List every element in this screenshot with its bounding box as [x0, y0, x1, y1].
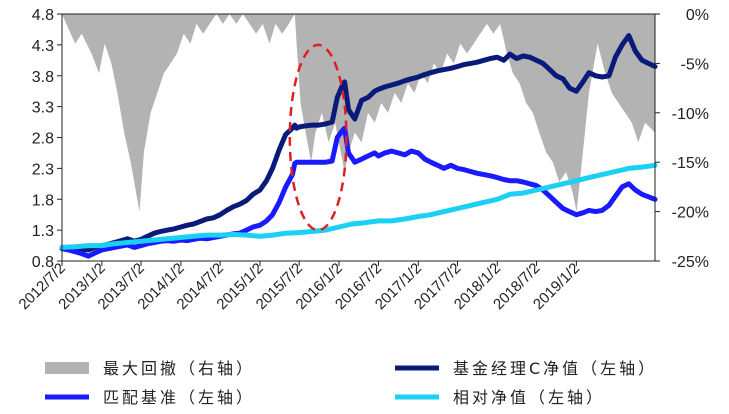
annotation-layer — [288, 43, 348, 232]
y-left-tick-label: 1.3 — [32, 223, 54, 240]
y-left-tick-label: 4.8 — [32, 7, 54, 24]
y-right-tick-label: 0% — [686, 7, 709, 24]
y-left-tick-label: 1.8 — [32, 192, 54, 209]
highlight-dashed-ellipse — [288, 43, 348, 232]
y-left-tick-label: 3.3 — [32, 100, 54, 117]
y-left-tick-label: 2.3 — [32, 161, 54, 178]
y-right-tick-label: -5% — [681, 56, 709, 73]
y-right-tick-label: -15% — [672, 155, 709, 172]
y-left-tick-label: 3.8 — [32, 69, 54, 86]
legend-label: 匹配基准（左轴） — [103, 388, 255, 407]
y-left-tick-label: 2.8 — [32, 131, 54, 148]
legend-label: 基金经理C净值（左轴） — [453, 359, 657, 378]
y-right-tick-label: -25% — [672, 254, 709, 271]
legend-swatch-box — [45, 362, 89, 374]
series-line-1 — [59, 33, 658, 253]
y-left-tick-label: 0.8 — [32, 254, 54, 271]
legend-label: 相对净值（左轴） — [453, 388, 605, 407]
legend-label: 最大回撤（右轴） — [103, 359, 255, 378]
y-left-tick-label: 4.3 — [32, 38, 54, 55]
y-right-tick-label: -10% — [672, 106, 709, 123]
series-line-3 — [59, 162, 658, 250]
y-right-tick-label: -20% — [672, 205, 709, 222]
legend: 最大回撤（右轴） 基金经理C净值（左轴） 匹配基准（左轴） 相对净值（左轴） — [45, 359, 657, 407]
